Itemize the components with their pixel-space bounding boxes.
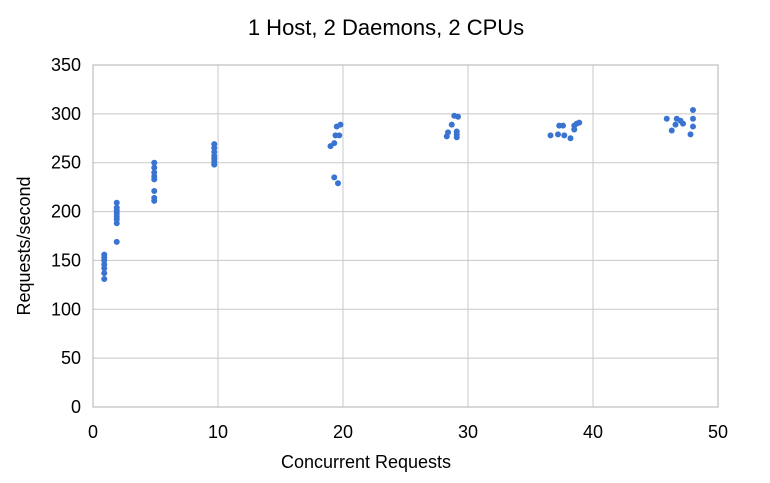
data-point-51 <box>567 135 574 142</box>
x-tick-label-5: 50 <box>708 422 728 442</box>
x-tick-label-0: 0 <box>88 422 98 442</box>
data-point-16 <box>151 194 158 201</box>
data-point-0 <box>101 275 108 282</box>
data-point-50 <box>561 132 568 139</box>
data-point-39 <box>445 129 451 136</box>
data-point-7 <box>113 238 120 245</box>
data-point-47 <box>555 131 561 138</box>
chart-title: 1 Host, 2 Daemons, 2 CPUs <box>248 15 524 40</box>
data-point-35 <box>336 132 343 139</box>
data-point-14 <box>113 199 120 206</box>
data-point-65 <box>690 106 696 113</box>
data-point-61 <box>680 120 686 127</box>
data-point-33 <box>335 180 341 187</box>
data-points <box>101 106 696 282</box>
data-point-40 <box>448 121 455 128</box>
y-axis-label: Requests/second <box>14 176 34 315</box>
data-point-45 <box>453 134 460 141</box>
data-point-46 <box>547 132 554 139</box>
x-tick-label-2: 20 <box>333 422 353 442</box>
data-point-58 <box>672 121 679 128</box>
data-point-21 <box>151 164 158 171</box>
data-point-62 <box>687 131 694 138</box>
data-point-37 <box>337 121 344 128</box>
data-point-29 <box>211 141 218 148</box>
data-point-1 <box>101 270 108 277</box>
data-point-55 <box>573 120 580 127</box>
y-tick-label-4: 200 <box>51 202 81 222</box>
plot-area <box>92 64 719 408</box>
x-tick-label-4: 40 <box>583 422 603 442</box>
x-tick-label-3: 30 <box>458 422 478 442</box>
data-point-63 <box>690 123 696 130</box>
y-tick-label-7: 350 <box>51 55 81 75</box>
tick-labels: 0 50 100 150 200 250 300 350 0 10 20 30 40 50 <box>51 55 728 442</box>
data-point-20 <box>151 169 158 176</box>
x-tick-label-1: 10 <box>208 422 228 442</box>
data-point-22 <box>151 159 158 166</box>
data-point-64 <box>690 115 696 122</box>
data-point-13 <box>113 204 120 211</box>
data-point-17 <box>151 188 158 195</box>
data-point-32 <box>331 174 338 181</box>
data-point-49 <box>560 122 566 129</box>
y-tick-label-5: 250 <box>51 153 81 173</box>
y-tick-label-0: 0 <box>71 397 81 417</box>
data-point-56 <box>663 115 670 122</box>
grid-lines <box>92 64 719 408</box>
y-tick-label-2: 100 <box>51 299 81 319</box>
y-tick-label-1: 50 <box>61 348 81 368</box>
y-tick-label-3: 150 <box>51 250 81 270</box>
data-point-42 <box>455 113 461 120</box>
data-point-57 <box>668 127 675 134</box>
y-tick-label-6: 300 <box>51 104 81 124</box>
data-point-31 <box>331 140 338 147</box>
x-axis-label: Concurrent Requests <box>281 452 451 472</box>
data-point-6 <box>101 251 108 258</box>
